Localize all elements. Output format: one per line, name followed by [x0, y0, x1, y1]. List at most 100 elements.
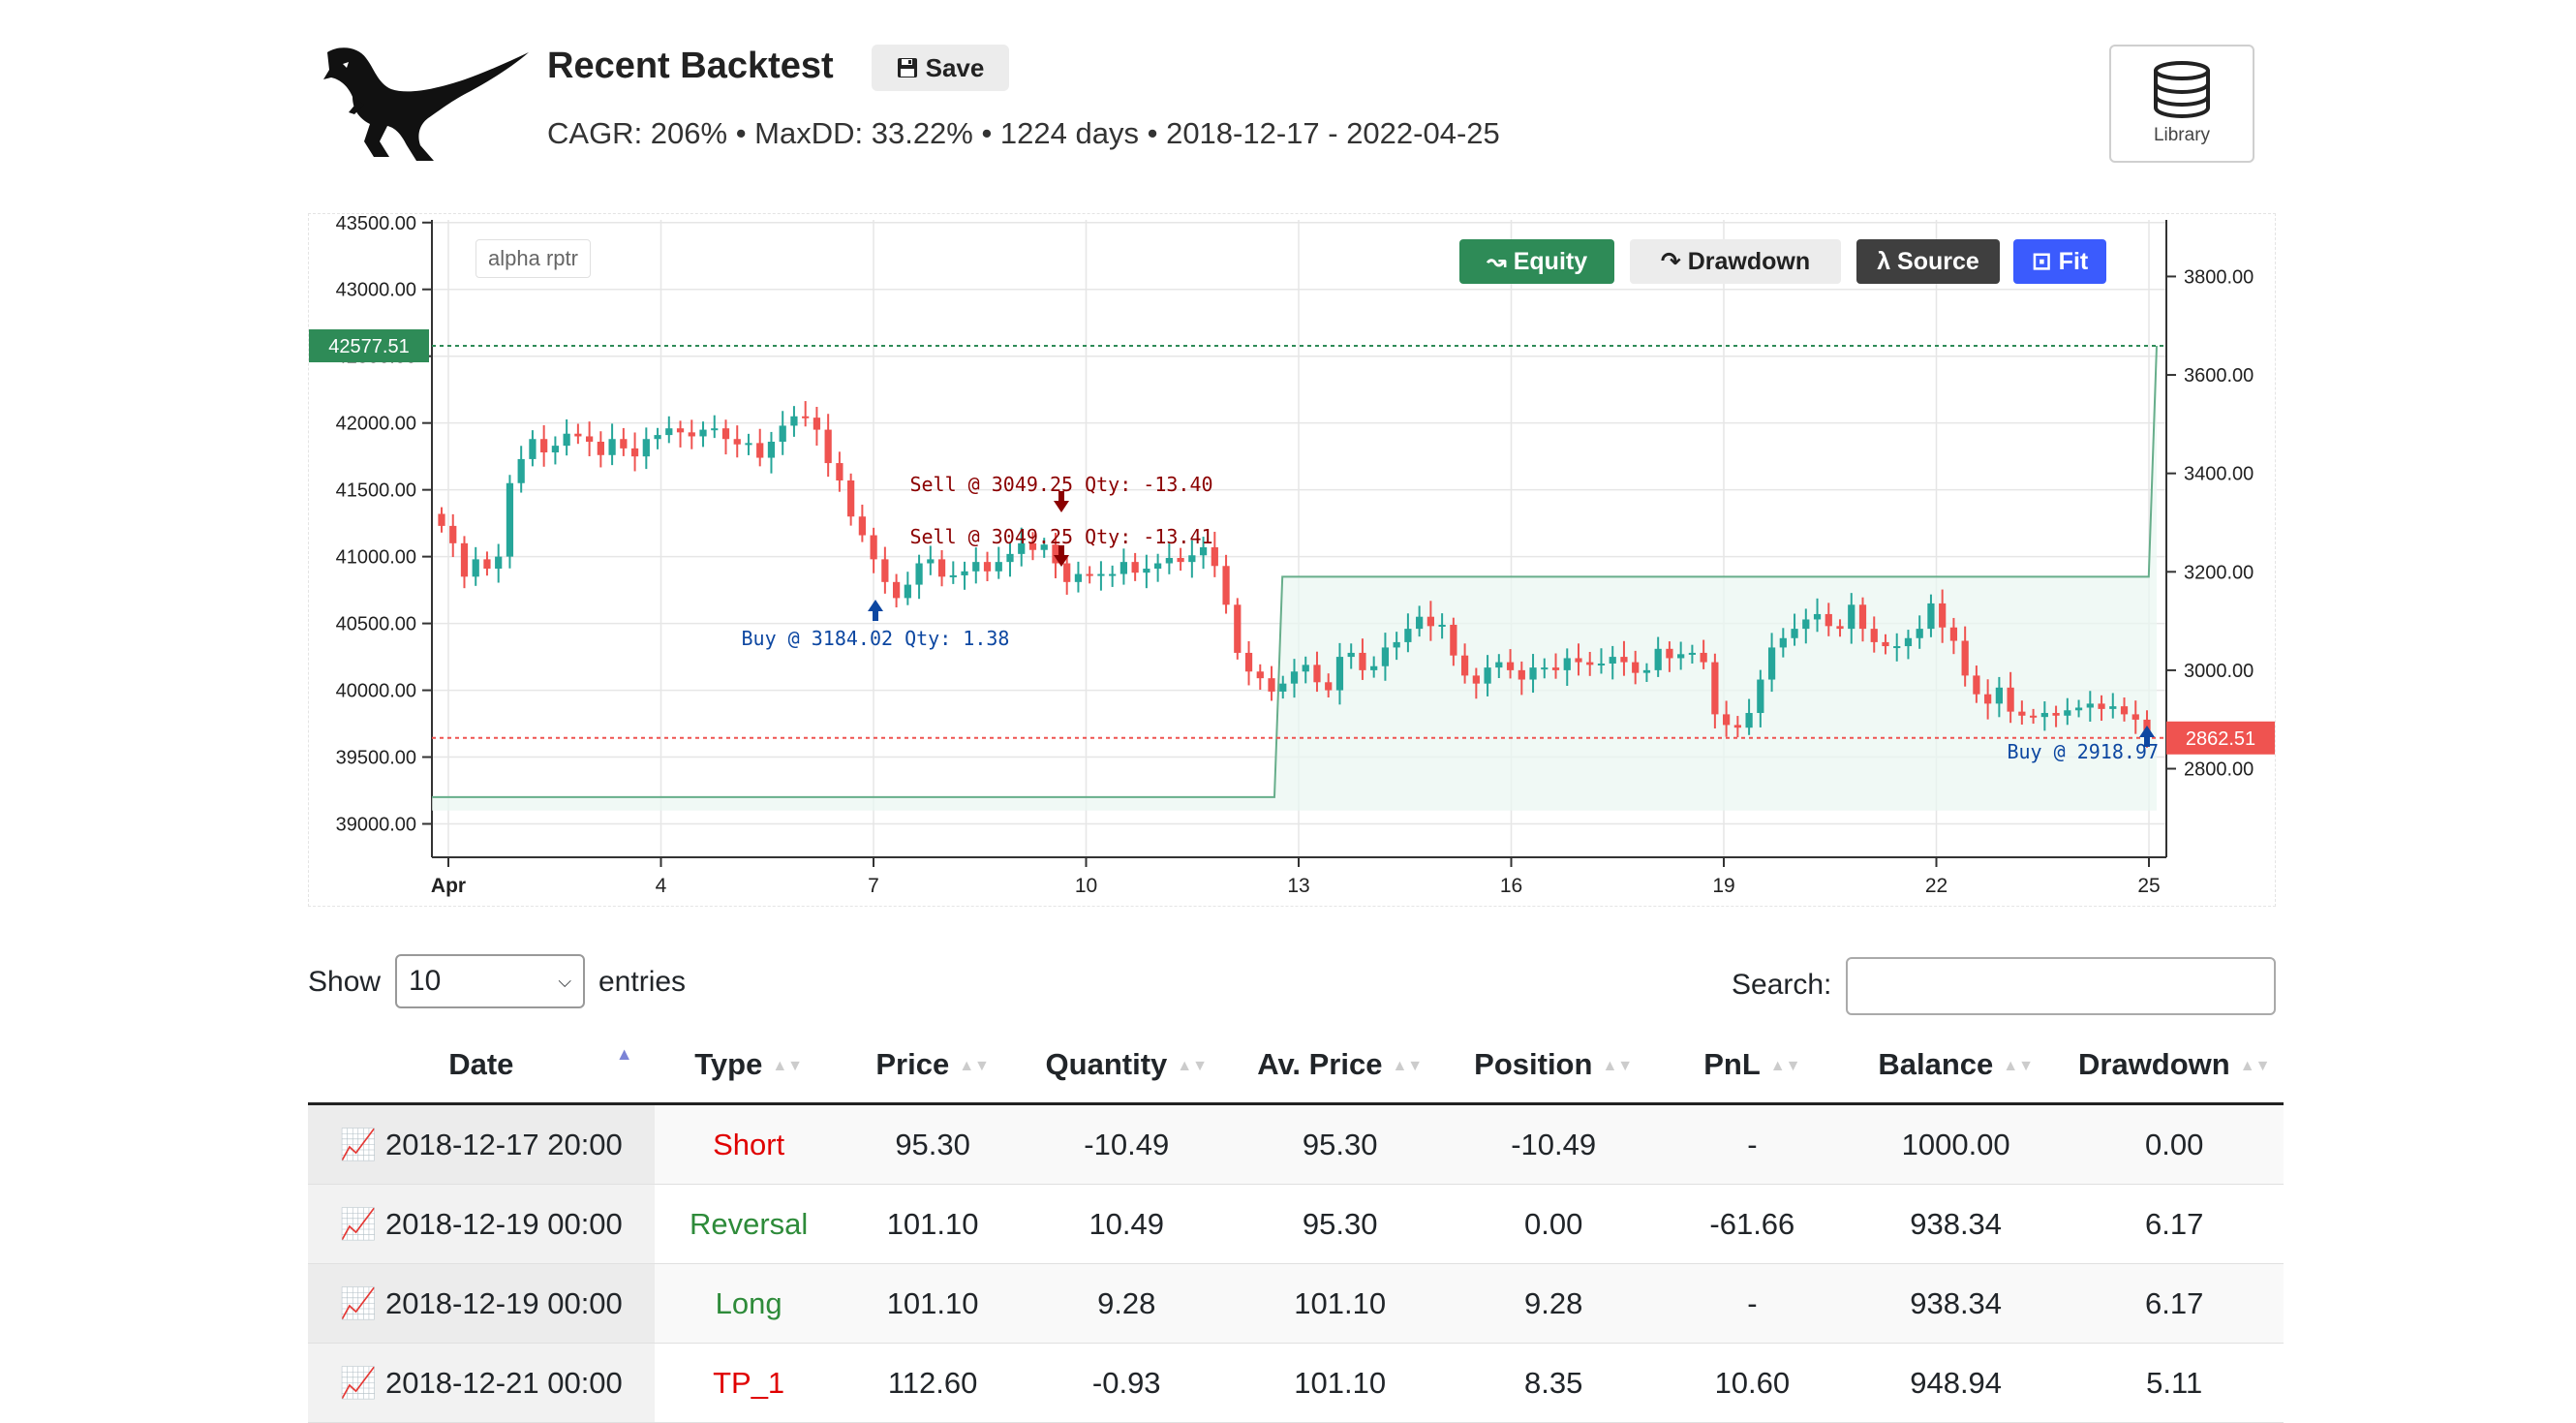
candle-body: [1541, 667, 1549, 670]
candle-body: [1813, 613, 1822, 620]
candle-body: [1836, 626, 1844, 630]
candle-body: [824, 429, 832, 464]
search-label: Search:: [1732, 969, 1832, 1001]
column-header-quantity[interactable]: Quantity ▲▼: [1022, 1027, 1231, 1105]
candle-body: [1529, 667, 1537, 680]
candle-body: [1609, 657, 1616, 664]
drawdown-toggle-button[interactable]: ↷ Drawdown: [1630, 239, 1841, 284]
table-row[interactable]: 📈 2018-12-21 00:00 TP_1 112.60 -0.93 101…: [308, 1343, 2284, 1423]
fit-button[interactable]: ⊡ Fit: [2013, 239, 2106, 284]
floppy-disk-icon: [897, 58, 917, 77]
database-icon: [2154, 61, 2210, 119]
candle-body: [2109, 706, 2117, 709]
candle-body: [1484, 667, 1491, 684]
table-row[interactable]: 📈 2018-12-19 00:00 Long 101.10 9.28 101.…: [308, 1263, 2284, 1344]
right-axis-tick-label: 3600.00: [2184, 365, 2254, 387]
candle-body: [1939, 603, 1947, 628]
chart-trend-icon[interactable]: 📈: [339, 1366, 378, 1400]
quantity-cell: -0.93: [1022, 1343, 1231, 1423]
candle-body: [1688, 652, 1697, 655]
x-axis-tick-label: Apr: [431, 875, 466, 897]
pnl-cell: -61.66: [1657, 1184, 1847, 1264]
backtest-stats: CAGR: 206% • MaxDD: 33.22% • 1224 days •…: [547, 116, 1500, 150]
library-button[interactable]: Library: [2109, 45, 2254, 163]
candle-body: [2120, 706, 2129, 715]
candle-body: [904, 584, 911, 599]
left-axis-tick-label: 40000.00: [336, 681, 416, 702]
sort-icon: ▲▼: [1602, 1057, 1634, 1074]
candle-body: [1984, 694, 1992, 704]
candle-body: [642, 439, 650, 457]
candle-body: [1858, 604, 1867, 630]
price-chart[interactable]: 39000.00 39500.00 40000.00 40500.00 41000.00…: [308, 213, 2276, 907]
chart-trend-icon[interactable]: 📈: [339, 1286, 378, 1320]
column-header-date[interactable]: Date ▲: [308, 1027, 655, 1105]
candle-body: [1370, 665, 1378, 670]
candle-body: [517, 458, 525, 483]
candle-body: [937, 559, 946, 577]
candle-body: [1506, 662, 1515, 670]
candle-body: [1335, 657, 1344, 691]
chart-trend-icon[interactable]: 📈: [339, 1207, 378, 1241]
candlestick-chart-svg: 39000.00 39500.00 40000.00 40500.00 41000.00…: [309, 214, 2275, 897]
candle-body: [1575, 658, 1582, 663]
column-header-position[interactable]: Position ▲▼: [1449, 1027, 1658, 1105]
balance-cell: 938.34: [1846, 1263, 2066, 1344]
column-header-avg-price[interactable]: Av. Price ▲▼: [1230, 1027, 1450, 1105]
chart-trend-icon[interactable]: 📈: [339, 1128, 378, 1161]
candle-body: [2086, 703, 2094, 708]
candle-body: [1109, 573, 1117, 576]
save-button[interactable]: Save: [872, 45, 1009, 91]
candle-body: [1563, 658, 1571, 670]
table-controls: Show 10 ⌵ entries Search:: [308, 954, 2276, 1015]
show-label: Show: [308, 966, 382, 998]
price-cell: 112.60: [843, 1343, 1023, 1423]
avg-price-cell: 95.30: [1230, 1103, 1450, 1185]
drawdown-cell: 6.17: [2065, 1263, 2284, 1344]
save-button-label: Save: [925, 52, 985, 82]
candle-body: [472, 559, 479, 577]
right-axis-tick-label: 3000.00: [2184, 661, 2254, 682]
pnl-cell: 10.60: [1657, 1343, 1847, 1423]
candle-body: [767, 441, 776, 458]
table-row[interactable]: 📈 2018-12-17 20:00 Short 95.30 -10.49 95…: [308, 1103, 2284, 1185]
column-header-balance[interactable]: Balance ▲▼: [1846, 1027, 2066, 1105]
source-toggle-button[interactable]: λ Source: [1856, 239, 2000, 284]
position-cell: -10.49: [1449, 1103, 1658, 1185]
candle-body: [1086, 573, 1093, 576]
table-row[interactable]: 📈 2018-12-19 00:00 Reversal 101.10 10.49…: [308, 1184, 2284, 1264]
search-input[interactable]: [1846, 957, 2276, 1015]
candle-body: [1040, 544, 1048, 550]
equity-toggle-button[interactable]: ↝ Equity: [1459, 239, 1614, 284]
candle-body: [836, 463, 843, 480]
quantity-cell: 10.49: [1022, 1184, 1231, 1264]
candle-body: [1097, 573, 1105, 576]
candle-body: [2018, 711, 2026, 716]
candle-body: [2007, 687, 2014, 712]
candle-body: [1244, 652, 1253, 672]
position-cell: 9.28: [1449, 1263, 1658, 1344]
candle-body: [1325, 682, 1333, 691]
candle-body: [688, 432, 695, 437]
candle-body: [529, 439, 537, 459]
candle-body: [1165, 558, 1173, 564]
candle-body: [1143, 569, 1150, 573]
candle-body: [1256, 671, 1264, 679]
buy-annotation: Buy @ 2918.97: [2007, 740, 2159, 763]
right-axis-tick-label: 2800.00: [2184, 759, 2254, 781]
candle-body: [995, 562, 1002, 572]
candle-body: [483, 559, 491, 570]
candle-body: [608, 439, 616, 455]
x-axis-tick-label: 16: [1500, 875, 1522, 897]
column-header-type[interactable]: Type ▲▼: [654, 1027, 843, 1105]
candle-body: [1779, 637, 1787, 648]
column-header-price[interactable]: Price ▲▼: [843, 1027, 1023, 1105]
candle-body: [1995, 687, 2003, 704]
candle-body: [2064, 710, 2071, 716]
chevron-down-icon: ⌵: [558, 971, 571, 991]
column-header-drawdown[interactable]: Drawdown ▲▼: [2065, 1027, 2284, 1105]
column-header-pnl[interactable]: PnL ▲▼: [1657, 1027, 1847, 1105]
entries-per-page-select[interactable]: 10 ⌵: [395, 954, 585, 1008]
type-cell: Reversal: [654, 1184, 843, 1264]
sell-marker-arrow: [1054, 545, 1069, 567]
